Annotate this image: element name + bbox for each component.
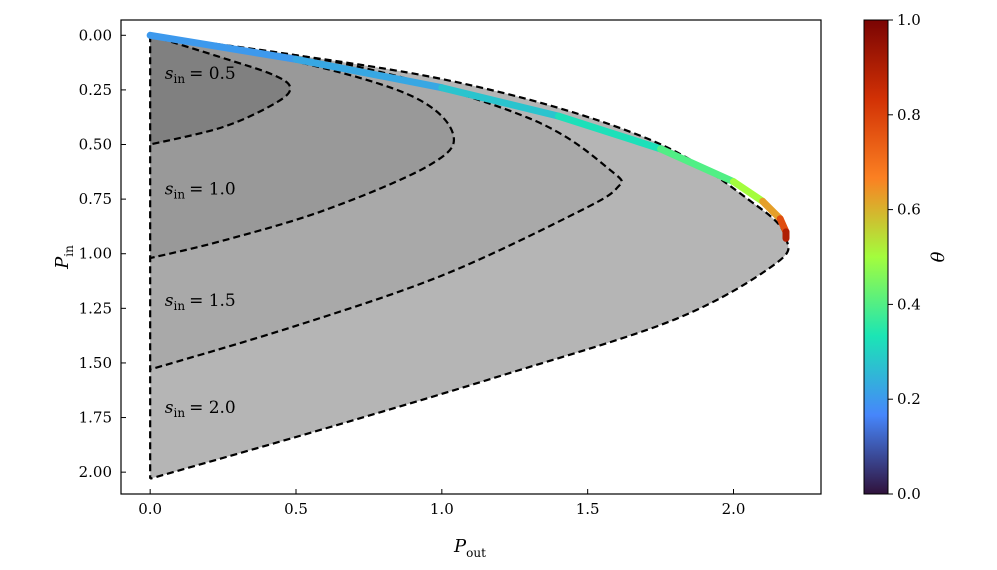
x-tick-label: 2.0 [722,500,746,518]
regions-layer [149,34,790,480]
x-tick-label: 0.0 [138,500,162,518]
theta-envelope [146,31,790,242]
y-tick-label: 0.75 [79,190,112,208]
colorbar: 0.0 0.2 0.4 0.6 0.8 1.0 θ [863,11,949,503]
y-tick-label: 1.00 [79,245,112,263]
envelope-segment [657,145,737,186]
colorbar-tick-label: 0.4 [897,295,921,313]
colorbar-tick-label: 0.0 [897,485,921,503]
boundary-s-in-1.5 [149,34,623,371]
x-tick-label: 1.0 [430,500,454,518]
y-axis-label: Pin [52,245,76,270]
x-tick-label: 1.5 [576,500,600,518]
colorbar-tick-label: 0.8 [897,106,921,124]
boundary-s-in-2 [149,34,790,480]
boundary-s-in-0.5 [149,34,292,146]
y-tick-label: 1.25 [79,299,112,317]
envelope-segment [146,31,300,63]
plot-frame [120,19,822,495]
y-tick-label: 0.00 [79,26,112,44]
x-axis-ticks: 0.0 0.5 1.0 1.5 2.0 [138,489,745,518]
y-axis-ticks: 0.00 0.25 0.50 0.75 1.00 1.25 1.50 1.75 2.00 [79,26,126,481]
y-tick-label: 2.00 [79,463,112,481]
region-labels: sin = 0.5 sin = 1.0 sin = 1.5 sin = 2.0 [165,64,236,420]
y-tick-label: 1.50 [79,354,112,372]
colorbar-tick-label: 0.2 [897,390,921,408]
envelope-segment [730,178,767,205]
region-s-in-0.5 [150,35,291,145]
plot-area: sin = 0.5 sin = 1.0 sin = 1.5 sin = 2.0 0.0 0.5 1… [79,19,822,518]
y-tick-label: 0.25 [79,81,112,99]
region-label: sin = 0.5 [165,64,236,86]
x-axis-label: Pout [453,536,486,560]
colorbar-label: θ [928,251,949,262]
y-tick-label: 1.75 [79,409,112,427]
envelope-segment [438,84,562,120]
y-tick-label: 0.50 [79,136,112,154]
colorbar-ticks: 0.0 0.2 0.4 0.6 0.8 1.0 [888,11,921,503]
region-label: sin = 2.0 [165,398,236,420]
envelope-segment [555,112,665,153]
region-label: sin = 1.0 [165,180,236,202]
colorbar-gradient [863,19,889,495]
colorbar-tick-label: 0.6 [897,201,921,219]
region-label: sin = 1.5 [165,291,236,313]
envelope-segment [292,55,446,92]
envelope-segment [759,197,784,223]
x-tick-label: 0.5 [284,500,308,518]
colorbar-tick-label: 1.0 [897,11,921,29]
